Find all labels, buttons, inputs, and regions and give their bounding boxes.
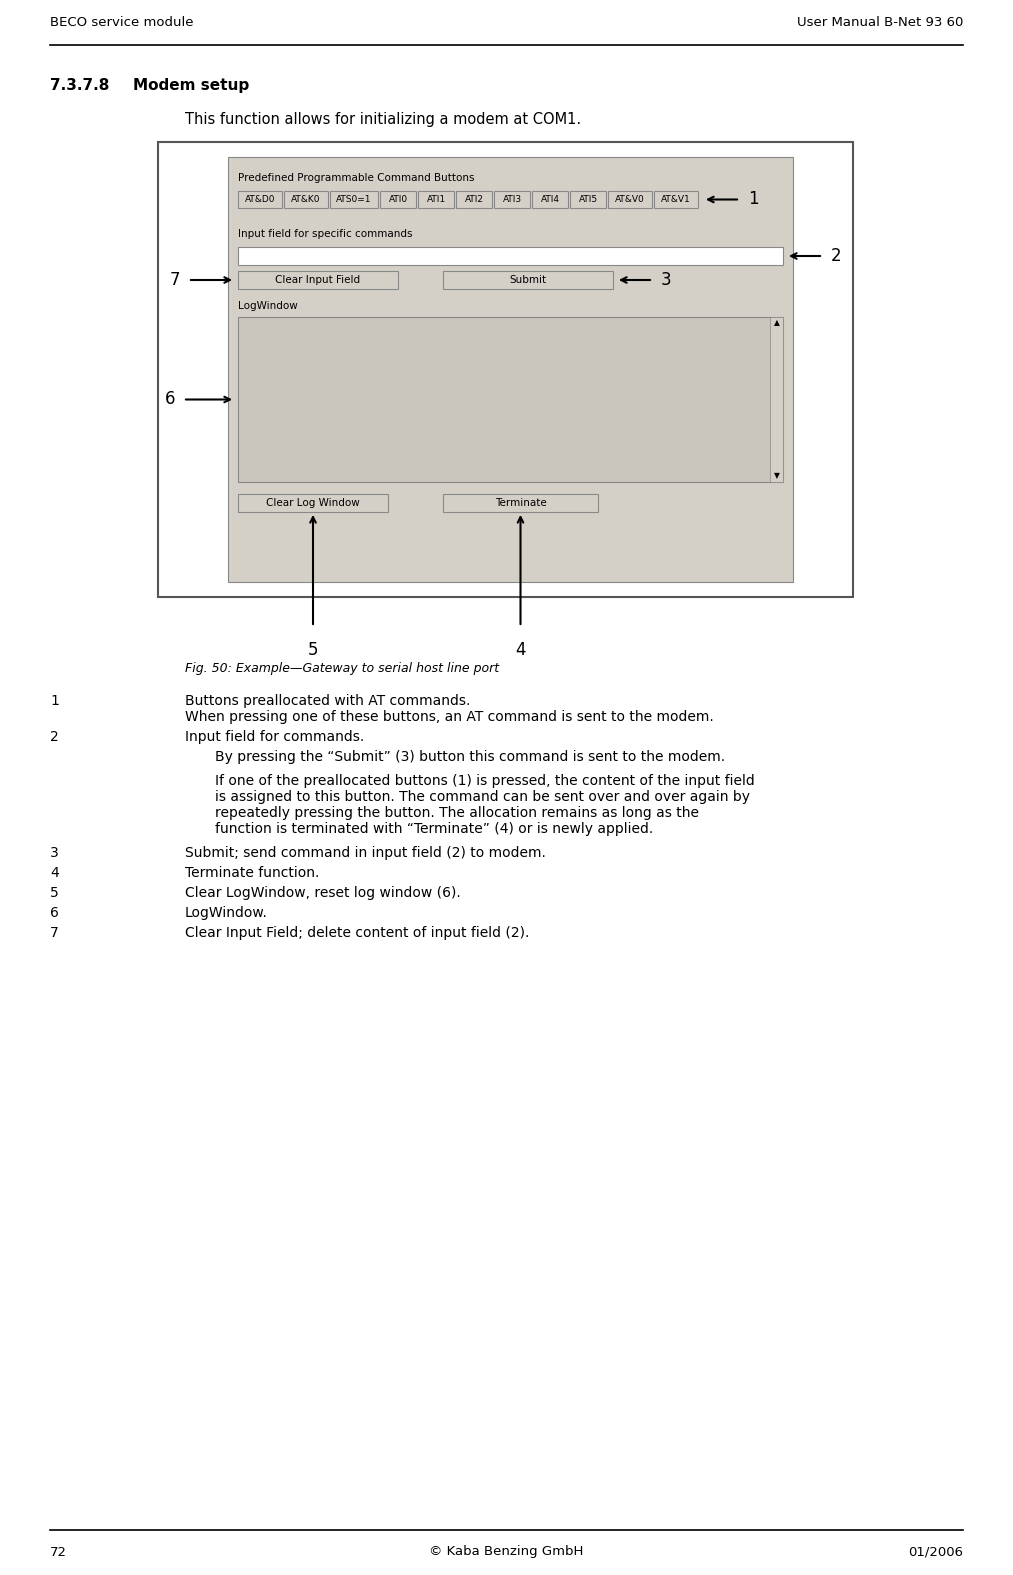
Text: LogWindow: LogWindow [238, 301, 298, 310]
Bar [238, 191, 282, 208]
Text: User Manual B-Net 93 60: User Manual B-Net 93 60 [796, 16, 963, 28]
Bar [570, 191, 606, 208]
Text: AT&V1: AT&V1 [661, 195, 691, 205]
Text: Modem setup: Modem setup [133, 79, 249, 93]
Bar [456, 191, 492, 208]
Text: is assigned to this button. The command can be sent over and over again by: is assigned to this button. The command … [215, 791, 750, 803]
Text: ATI4: ATI4 [541, 195, 559, 205]
Text: 1: 1 [50, 695, 59, 709]
Bar [330, 191, 378, 208]
Text: Clear LogWindow, reset log window (6).: Clear LogWindow, reset log window (6). [185, 887, 461, 899]
Text: Terminate: Terminate [494, 498, 546, 509]
Text: AT&V0: AT&V0 [615, 195, 645, 205]
Text: 6: 6 [164, 391, 175, 408]
Bar [238, 247, 783, 265]
Text: 5: 5 [50, 887, 59, 899]
Text: 4: 4 [516, 641, 526, 658]
Text: This function allows for initializing a modem at COM1.: This function allows for initializing a … [185, 112, 581, 128]
Bar [380, 191, 416, 208]
Text: AT&K0: AT&K0 [292, 195, 321, 205]
Text: 2: 2 [50, 729, 59, 743]
Text: BECO service module: BECO service module [50, 16, 193, 28]
Text: Input field for commands.: Input field for commands. [185, 729, 365, 743]
Text: When pressing one of these buttons, an AT command is sent to the modem.: When pressing one of these buttons, an A… [185, 710, 714, 725]
Text: repeatedly pressing the button. The allocation remains as long as the: repeatedly pressing the button. The allo… [215, 806, 699, 821]
Text: 01/2006: 01/2006 [908, 1545, 963, 1559]
Bar [443, 271, 613, 288]
Text: Input field for specific commands: Input field for specific commands [238, 228, 412, 239]
Bar [284, 191, 328, 208]
Text: ATI1: ATI1 [426, 195, 446, 205]
Text: ATI3: ATI3 [502, 195, 522, 205]
Bar [238, 495, 388, 512]
Text: function is terminated with “Terminate” (4) or is newly applied.: function is terminated with “Terminate” … [215, 822, 653, 836]
Bar [158, 142, 853, 597]
Text: ATI5: ATI5 [578, 195, 598, 205]
Bar [238, 317, 783, 482]
Text: Terminate function.: Terminate function. [185, 866, 319, 880]
Text: 72: 72 [50, 1545, 67, 1559]
Text: 7: 7 [169, 271, 180, 288]
Text: ATI2: ATI2 [465, 195, 483, 205]
Text: By pressing the “Submit” (3) button this command is sent to the modem.: By pressing the “Submit” (3) button this… [215, 750, 725, 764]
Text: ▲: ▲ [774, 318, 779, 328]
Text: Fig. 50: Example—Gateway to serial host line port: Fig. 50: Example—Gateway to serial host … [185, 662, 499, 676]
Text: 5: 5 [308, 641, 318, 658]
Bar [418, 191, 454, 208]
Text: ATI0: ATI0 [388, 195, 407, 205]
Text: Clear Input Field; delete content of input field (2).: Clear Input Field; delete content of inp… [185, 926, 530, 940]
Bar [608, 191, 652, 208]
Text: 7.3.7.8: 7.3.7.8 [50, 79, 109, 93]
Bar [228, 158, 793, 583]
Text: 2: 2 [831, 247, 842, 265]
Text: AT&D0: AT&D0 [245, 195, 276, 205]
Text: 3: 3 [50, 846, 59, 860]
Text: Predefined Programmable Command Buttons: Predefined Programmable Command Buttons [238, 173, 474, 183]
Text: 3: 3 [661, 271, 672, 288]
Text: 4: 4 [50, 866, 59, 880]
Text: Buttons preallocated with AT commands.: Buttons preallocated with AT commands. [185, 695, 470, 709]
Text: Clear Log Window: Clear Log Window [266, 498, 360, 509]
Text: ▼: ▼ [774, 471, 779, 480]
Text: Submit; send command in input field (2) to modem.: Submit; send command in input field (2) … [185, 846, 546, 860]
Text: If one of the preallocated buttons (1) is pressed, the content of the input fiel: If one of the preallocated buttons (1) i… [215, 773, 755, 788]
Text: Clear Input Field: Clear Input Field [276, 276, 361, 285]
Text: LogWindow.: LogWindow. [185, 906, 267, 920]
Text: 7: 7 [50, 926, 59, 940]
Bar [654, 191, 698, 208]
Bar [532, 191, 568, 208]
Text: 1: 1 [748, 191, 759, 208]
Bar [494, 191, 530, 208]
Bar [238, 271, 398, 288]
Text: © Kaba Benzing GmbH: © Kaba Benzing GmbH [428, 1545, 583, 1559]
Bar [770, 317, 783, 482]
Bar [443, 495, 598, 512]
Text: ATS0=1: ATS0=1 [336, 195, 372, 205]
Text: 6: 6 [50, 906, 59, 920]
Text: Submit: Submit [510, 276, 547, 285]
